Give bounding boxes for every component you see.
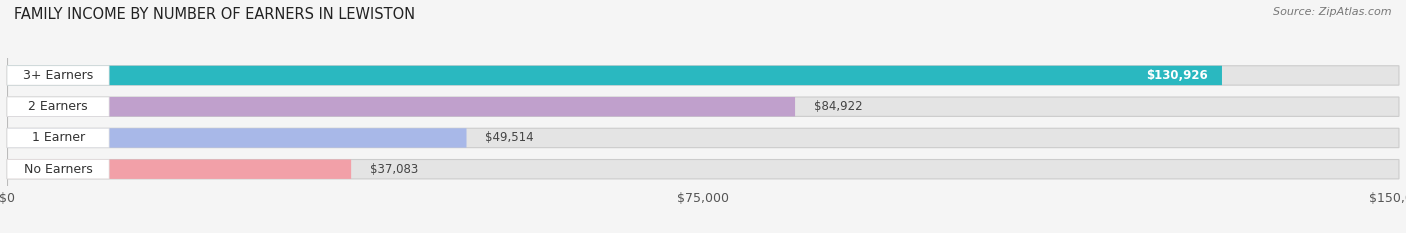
Text: $37,083: $37,083	[370, 163, 418, 176]
Text: FAMILY INCOME BY NUMBER OF EARNERS IN LEWISTON: FAMILY INCOME BY NUMBER OF EARNERS IN LE…	[14, 7, 415, 22]
FancyBboxPatch shape	[7, 97, 1399, 116]
Text: $49,514: $49,514	[485, 131, 534, 144]
FancyBboxPatch shape	[7, 66, 110, 85]
FancyBboxPatch shape	[7, 66, 1399, 85]
Text: $130,926: $130,926	[1146, 69, 1208, 82]
FancyBboxPatch shape	[7, 128, 110, 148]
FancyBboxPatch shape	[7, 128, 467, 148]
Text: $84,922: $84,922	[814, 100, 862, 113]
FancyBboxPatch shape	[7, 160, 110, 179]
Text: 3+ Earners: 3+ Earners	[22, 69, 93, 82]
Text: 2 Earners: 2 Earners	[28, 100, 89, 113]
FancyBboxPatch shape	[7, 66, 1222, 85]
Text: 1 Earner: 1 Earner	[31, 131, 84, 144]
Text: Source: ZipAtlas.com: Source: ZipAtlas.com	[1274, 7, 1392, 17]
FancyBboxPatch shape	[7, 160, 351, 179]
FancyBboxPatch shape	[7, 97, 110, 116]
FancyBboxPatch shape	[7, 97, 794, 116]
FancyBboxPatch shape	[7, 160, 1399, 179]
Text: No Earners: No Earners	[24, 163, 93, 176]
FancyBboxPatch shape	[7, 128, 1399, 148]
